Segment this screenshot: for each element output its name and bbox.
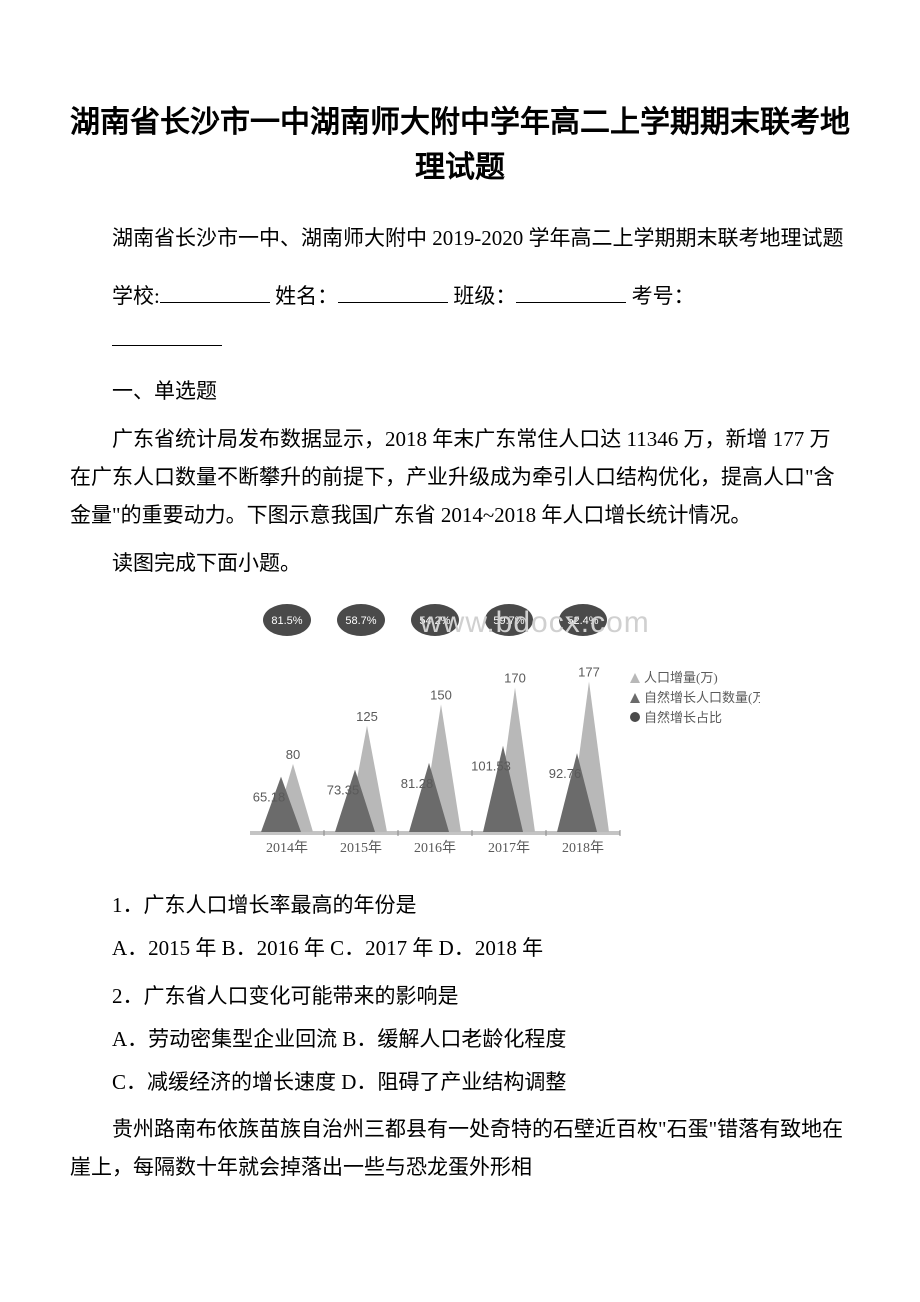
svg-text:73.35: 73.35: [327, 783, 360, 798]
svg-text:2014年: 2014年: [266, 840, 308, 856]
form-line: 学校: 姓名： 班级： 考号：: [70, 278, 850, 316]
class-blank: [516, 302, 626, 303]
svg-text:自然增长占比: 自然增长占比: [644, 710, 722, 725]
svg-text:2015年: 2015年: [340, 840, 382, 856]
passage-1: 广东省统计局发布数据显示，2018 年末广东常住人口达 11346 万，新增 1…: [70, 421, 850, 534]
svg-text:人口增量(万): 人口增量(万): [644, 670, 718, 685]
question-2-stem: 2．广东省人口变化可能带来的影响是: [70, 978, 850, 1016]
id-blank: [112, 345, 222, 346]
subtitle: 湖南省长沙市一中、湖南师大附中 2019-2020 学年高二上学期期末联考地理试…: [70, 220, 850, 258]
svg-text:170: 170: [504, 671, 526, 686]
read-figure-instruction: 读图完成下面小题。: [70, 545, 850, 583]
svg-text:92.76: 92.76: [549, 767, 582, 782]
question-1-stem: 1．广东人口增长率最高的年份是: [70, 887, 850, 925]
svg-text:81.28: 81.28: [401, 776, 434, 791]
form-line-2: [70, 321, 850, 359]
svg-text:2016年: 2016年: [414, 840, 456, 856]
school-label: 学校:: [112, 284, 160, 308]
name-blank: [338, 302, 448, 303]
question-2-options-cd: C．减缓经济的增长速度 D．阻碍了产业结构调整: [70, 1064, 850, 1102]
svg-text:2018年: 2018年: [562, 840, 604, 856]
section-one-heading: 一、单选题: [70, 373, 850, 411]
svg-text:125: 125: [356, 709, 378, 724]
svg-text:177: 177: [578, 665, 600, 680]
question-2-options-ab: A．劳动密集型企业回流 B．缓解人口老龄化程度: [70, 1021, 850, 1059]
population-chart: www.bdocx.com 81.5% 80 65.18 2014年 58.7% 125 7…: [240, 592, 760, 872]
page-title: 湖南省长沙市一中湖南师大附中学年高二上学期期末联考地理试题: [70, 100, 850, 190]
svg-text:自然增长人口数量(万): 自然增长人口数量(万): [644, 690, 760, 705]
svg-text:150: 150: [430, 688, 452, 703]
id-label: 考号：: [632, 284, 695, 308]
svg-text:80: 80: [286, 747, 300, 762]
name-label: 姓名：: [275, 284, 338, 308]
school-blank: [160, 302, 270, 303]
svg-text:101.53: 101.53: [471, 759, 511, 774]
watermark-text: www.bdocx.com: [420, 606, 650, 640]
svg-text:58.7%: 58.7%: [345, 615, 376, 627]
passage-2: 贵州路南布依族苗族自治州三都县有一处奇特的石壁近百枚"石蛋"错落有致地在崖上，每…: [70, 1111, 850, 1187]
svg-text:65.18: 65.18: [253, 790, 286, 805]
class-label: 班级：: [453, 284, 516, 308]
svg-text:2017年: 2017年: [488, 840, 530, 856]
svg-text:81.5%: 81.5%: [271, 615, 302, 627]
question-1-options: A．2015 年 B．2016 年 C．2017 年 D．2018 年: [70, 930, 850, 968]
